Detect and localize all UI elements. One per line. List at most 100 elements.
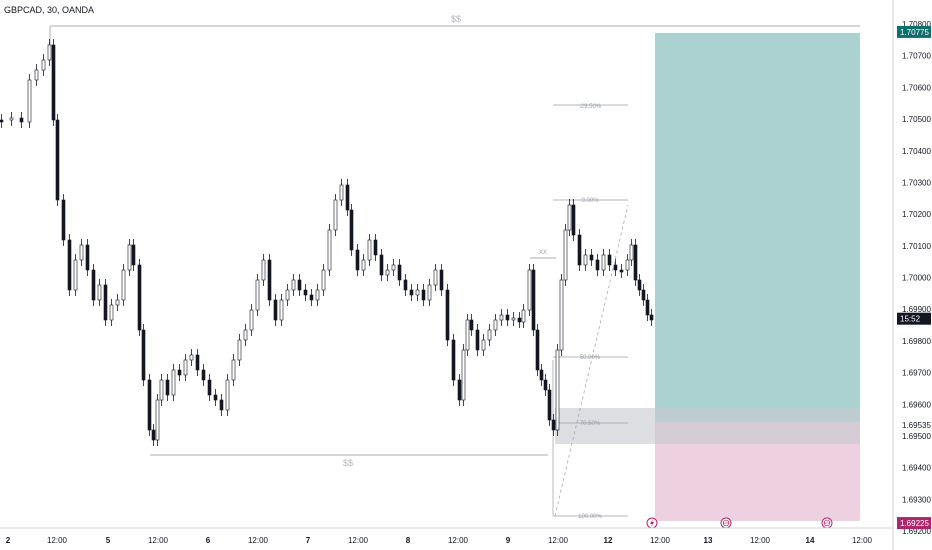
candle-body: [493, 319, 498, 331]
stop-price-tag-bg: [897, 517, 931, 530]
price-axis-label: 1.69800: [902, 337, 931, 346]
globe-event-icon[interactable]: [720, 517, 732, 529]
time-axis-label: 13: [704, 536, 713, 545]
candle-body: [379, 254, 384, 276]
candle-body: [85, 244, 90, 271]
candle-body: [385, 269, 390, 276]
candle-body: [303, 289, 308, 296]
candle-body: [279, 299, 284, 321]
candle-body: [34, 69, 39, 81]
candle-body: [213, 394, 218, 401]
candle-body: [51, 44, 56, 121]
candlestick-series[interactable]: [0, 39, 654, 446]
candle-body: [539, 369, 544, 381]
candle-body: [633, 244, 638, 281]
symbol-title[interactable]: GBPCAD, 30, OANDA: [4, 5, 95, 15]
candle-body: [595, 259, 600, 271]
fib-level-label: -29.50%: [579, 104, 602, 110]
candle-body: [551, 419, 556, 431]
candle-body: [41, 59, 46, 71]
candle-body: [97, 284, 102, 301]
time-axis-label: 5: [106, 536, 111, 545]
time-axis[interactable]: 2 12:00 5 12:00 6 12:00 7 12:00 8 12:00 9 12:00 12 12…: [6, 536, 873, 545]
candle-body: [315, 289, 320, 301]
price-axis-label: 1.70400: [902, 147, 931, 156]
time-axis-label: 12:00: [47, 536, 68, 545]
candle-body: [629, 244, 634, 261]
candle-body: [131, 244, 136, 266]
candle-body: [231, 359, 236, 381]
price-axis-label: 1.70100: [902, 242, 931, 251]
candle-body: [9, 117, 14, 121]
price-axis-label: 1.70700: [902, 52, 931, 61]
candle-body: [457, 379, 462, 401]
candle-body: [189, 354, 194, 361]
candle-body: [521, 309, 526, 323]
order-block-zone[interactable]: [555, 408, 860, 444]
candle-body: [333, 199, 338, 231]
candle-body: [177, 369, 182, 376]
time-axis-label: 12:00: [852, 536, 873, 545]
candle-body: [73, 259, 78, 291]
time-axis-label: 12:00: [148, 536, 169, 545]
candle-body: [183, 359, 188, 376]
candle-body: [171, 369, 176, 396]
candle-body: [165, 379, 170, 396]
target-price-tag: 1.70775: [900, 28, 929, 37]
candle-body: [61, 199, 66, 241]
candle-body: [637, 279, 642, 291]
candle-body: [19, 117, 24, 123]
candle-body: [327, 229, 332, 271]
candle-body: [155, 399, 160, 441]
candle-body: [91, 269, 96, 301]
candle-body: [261, 259, 266, 281]
candle-body: [321, 269, 326, 291]
price-axis-label: 1.69300: [902, 495, 931, 504]
candle-body: [531, 269, 536, 331]
price-axis-label: 1.70600: [902, 83, 931, 92]
candle-body: [571, 204, 576, 236]
candle-body: [267, 259, 272, 301]
time-axis-label: 12:00: [248, 536, 269, 545]
candle-body: [373, 239, 378, 256]
candle-body: [465, 319, 470, 351]
candle-body: [355, 249, 360, 271]
time-axis-label: 12:00: [348, 536, 369, 545]
globe-event-icon[interactable]: [821, 517, 833, 529]
candle-body: [469, 319, 474, 331]
candle-body: [543, 379, 548, 391]
candle-body: [219, 399, 224, 411]
time-axis-label: 8: [406, 536, 411, 545]
time-axis-label: 14: [806, 536, 815, 545]
lightning-event-icon[interactable]: [646, 517, 658, 529]
fib-retracement[interactable]: -29.50% 0.00% 50.00% 70.50% 100.00%: [552, 104, 629, 520]
candle-body: [137, 264, 142, 331]
candle-body: [361, 259, 366, 271]
time-axis-label: 7: [306, 536, 311, 545]
candle-body: [505, 314, 510, 321]
target-price-tag-bg: [897, 25, 931, 38]
fib-level-label: 100.00%: [578, 514, 602, 520]
candle-body: [141, 329, 146, 381]
fib-level-label: 0.00%: [581, 198, 599, 204]
candle-body: [607, 254, 612, 266]
candle-body: [421, 289, 426, 301]
candle-body: [367, 239, 372, 261]
candle-body: [109, 304, 114, 321]
candle-body: [487, 329, 492, 341]
candle-body: [649, 314, 654, 321]
candle-body: [103, 284, 108, 321]
candle-body: [147, 379, 152, 431]
candle-body: [641, 289, 646, 301]
position-target-zone[interactable]: [655, 33, 860, 422]
candle-body: [461, 349, 466, 401]
candle-body: [349, 209, 354, 251]
candle-body: [481, 339, 486, 351]
fib-level-label: 70.50%: [580, 421, 601, 427]
candle-body: [0, 119, 4, 123]
price-axis[interactable]: 1.70800 1.70700 1.70600 1.70500 1.70400 1.703…: [897, 20, 931, 536]
liquidity-low-label: $$: [343, 458, 353, 468]
candle-body: [67, 239, 72, 291]
candle-body: [121, 269, 126, 301]
